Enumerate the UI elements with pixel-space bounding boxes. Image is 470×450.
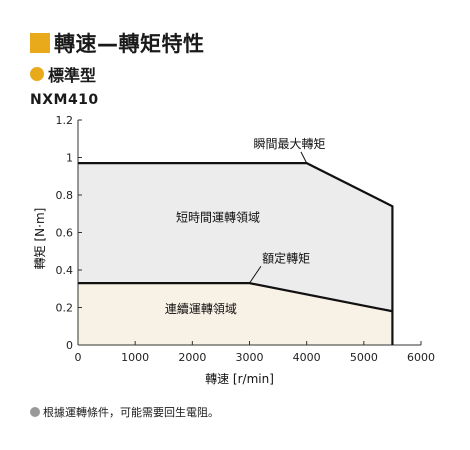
continuous-region-label: 連續運轉領域 <box>165 301 237 316</box>
y-axis-label: 轉矩 [N·m] <box>33 208 47 270</box>
title-square-marker <box>30 33 50 53</box>
y-tick-label: 0 <box>66 339 73 352</box>
peak-torque-label: 瞬間最大轉矩 <box>254 137 326 151</box>
y-tick-label: 0.8 <box>56 189 74 202</box>
x-tick-label: 6000 <box>407 351 435 364</box>
x-tick-label: 5000 <box>350 351 378 364</box>
y-tick-label: 1 <box>66 152 73 165</box>
footnote: 根據運轉條件，可能需要回生電阻。 <box>43 406 219 419</box>
subtitle: 標準型 <box>48 66 97 85</box>
x-tick-label: 2000 <box>178 351 206 364</box>
title-row: 轉速—轉矩特性 <box>30 30 205 56</box>
y-tick-label: 0.2 <box>56 302 74 315</box>
x-tick-label: 3000 <box>236 351 264 364</box>
page-title: 轉速—轉矩特性 <box>54 32 205 56</box>
y-tick-label: 0.6 <box>56 227 74 240</box>
x-tick-label: 0 <box>75 351 82 364</box>
subtitle-row: 標準型 <box>30 64 97 85</box>
short-time-region-fill <box>78 163 393 312</box>
footnote-row: 根據運轉條件，可能需要回生電阻。 <box>30 404 219 420</box>
x-tick-label: 4000 <box>293 351 321 364</box>
peak-callout-leader <box>300 151 308 164</box>
subtitle-dot-marker <box>30 67 44 81</box>
torque-speed-chart: 0 1000 2000 3000 4000 5000 6000 0 0.2 0.4 0.6 0.8 1 1… <box>33 114 435 386</box>
continuous-region-fill <box>78 283 393 345</box>
rated-torque-label: 額定轉矩 <box>262 251 310 266</box>
x-axis-label: 轉速 [r/min] <box>205 372 274 386</box>
short-time-region-label: 短時間運轉領域 <box>176 209 260 224</box>
footnote-dot-marker <box>30 407 40 417</box>
peak-torque-line <box>78 162 394 345</box>
rated-callout-leader <box>249 265 262 284</box>
y-tick-label: 1.2 <box>56 114 74 127</box>
y-tick-label: 0.4 <box>56 264 74 277</box>
x-tick-label: 1000 <box>121 351 149 364</box>
model-name: NXM410 <box>30 92 99 108</box>
